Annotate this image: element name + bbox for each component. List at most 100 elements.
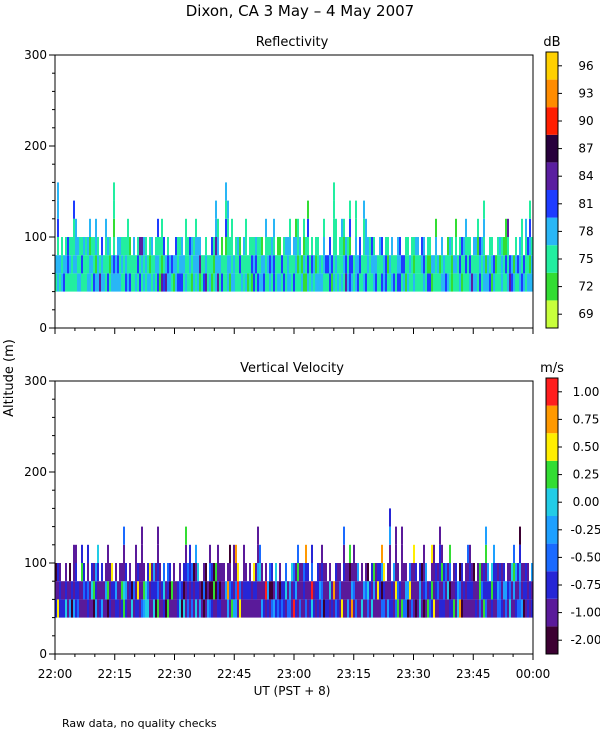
colorbar-segment — [546, 272, 558, 301]
heatmap-cell — [413, 544, 415, 563]
heatmap-cell — [291, 581, 293, 600]
heatmap-cell — [173, 563, 175, 582]
heatmap-cell — [349, 581, 351, 600]
heatmap-cell — [515, 581, 517, 600]
heatmap-cell — [213, 599, 215, 618]
heatmap-cell — [479, 273, 481, 292]
heatmap-cell — [493, 581, 495, 600]
heatmap-cell — [217, 255, 219, 274]
heatmap-cell — [293, 273, 295, 292]
heatmap-cell — [231, 218, 233, 237]
heatmap-cell — [255, 237, 257, 256]
heatmap-cell — [209, 273, 211, 292]
heatmap-cell — [57, 273, 59, 292]
heatmap-cell — [111, 581, 113, 600]
heatmap-cell — [265, 581, 267, 600]
heatmap-cell — [127, 255, 129, 274]
heatmap-cell — [119, 273, 121, 292]
heatmap-cell — [323, 255, 325, 274]
heatmap-cell — [139, 581, 141, 600]
heatmap-cell — [279, 273, 281, 292]
heatmap-cell — [197, 255, 199, 274]
heatmap-cell — [509, 255, 511, 274]
heatmap-cell — [329, 255, 331, 274]
heatmap-cell — [401, 544, 403, 563]
heatmap-cell — [517, 599, 519, 618]
heatmap-cell — [379, 237, 381, 256]
heatmap-cell — [217, 563, 219, 582]
heatmap-cell — [55, 599, 57, 618]
heatmap-cell — [191, 255, 193, 274]
heatmap-cell — [519, 581, 521, 600]
heatmap-cell — [187, 237, 189, 256]
heatmap-cell — [419, 563, 421, 582]
heatmap-cell — [513, 581, 515, 600]
heatmap-cell — [321, 599, 323, 618]
heatmap-cell — [99, 581, 101, 600]
heatmap-cell — [451, 273, 453, 292]
heatmap-cell — [447, 273, 449, 292]
heatmap-cell — [143, 273, 145, 292]
heatmap-cell — [229, 599, 231, 618]
heatmap-cell — [349, 237, 351, 256]
heatmap-cell — [113, 255, 115, 274]
heatmap-cell — [515, 563, 517, 582]
heatmap-cell — [415, 581, 417, 600]
heatmap-cell — [501, 581, 503, 600]
heatmap-cell — [227, 581, 229, 600]
heatmap-cell — [257, 544, 259, 563]
heatmap-cell — [295, 273, 297, 292]
heatmap-cell — [413, 255, 415, 274]
heatmap-cell — [507, 599, 509, 618]
heatmap-cell — [505, 273, 507, 292]
heatmap-cell — [71, 255, 73, 274]
heatmap-cell — [347, 581, 349, 600]
heatmap-cell — [225, 200, 227, 219]
heatmap-cell — [363, 599, 365, 618]
heatmap-cell — [141, 581, 143, 600]
heatmap-cell — [449, 273, 451, 292]
x-tick-label: 22:00 — [38, 667, 73, 681]
heatmap-cell — [309, 581, 311, 600]
heatmap-cell — [245, 563, 247, 582]
heatmap-cell — [351, 255, 353, 274]
heatmap-cell — [387, 563, 389, 582]
heatmap-cell — [285, 581, 287, 600]
heatmap-cell — [67, 273, 69, 292]
heatmap-cell — [237, 581, 239, 600]
heatmap-cell — [239, 255, 241, 274]
heatmap-cell — [65, 273, 67, 292]
heatmap-cell — [107, 255, 109, 274]
heatmap-cell — [495, 581, 497, 600]
heatmap-cell — [317, 237, 319, 256]
heatmap-cell — [247, 581, 249, 600]
heatmap-cell — [95, 273, 97, 292]
heatmap-cell — [463, 273, 465, 292]
colorbar-label: 1.00 — [573, 385, 600, 399]
heatmap-cell — [305, 563, 307, 582]
heatmap-cell — [327, 255, 329, 274]
heatmap-cell — [87, 237, 89, 256]
heatmap-cell — [439, 526, 441, 545]
heatmap-cell — [507, 563, 509, 582]
heatmap-cell — [481, 599, 483, 618]
heatmap-cell — [231, 581, 233, 600]
heatmap-cell — [73, 255, 75, 274]
heatmap-cell — [201, 581, 203, 600]
x-tick-label: 23:00 — [277, 667, 312, 681]
heatmap-cell — [99, 273, 101, 292]
heatmap-cell — [59, 255, 61, 274]
heatmap-cell — [107, 544, 109, 563]
heatmap-cell — [325, 255, 327, 274]
heatmap-cell — [439, 273, 441, 292]
heatmap-cell — [407, 599, 409, 618]
heatmap-cell — [251, 581, 253, 600]
heatmap-cell — [461, 563, 463, 582]
heatmap-cell — [275, 599, 277, 618]
heatmap-cell — [249, 581, 251, 600]
heatmap-cell — [423, 255, 425, 274]
heatmap-cell — [435, 255, 437, 274]
heatmap-cell — [257, 237, 259, 256]
heatmap-cell — [311, 255, 313, 274]
heatmap-cell — [373, 581, 375, 600]
